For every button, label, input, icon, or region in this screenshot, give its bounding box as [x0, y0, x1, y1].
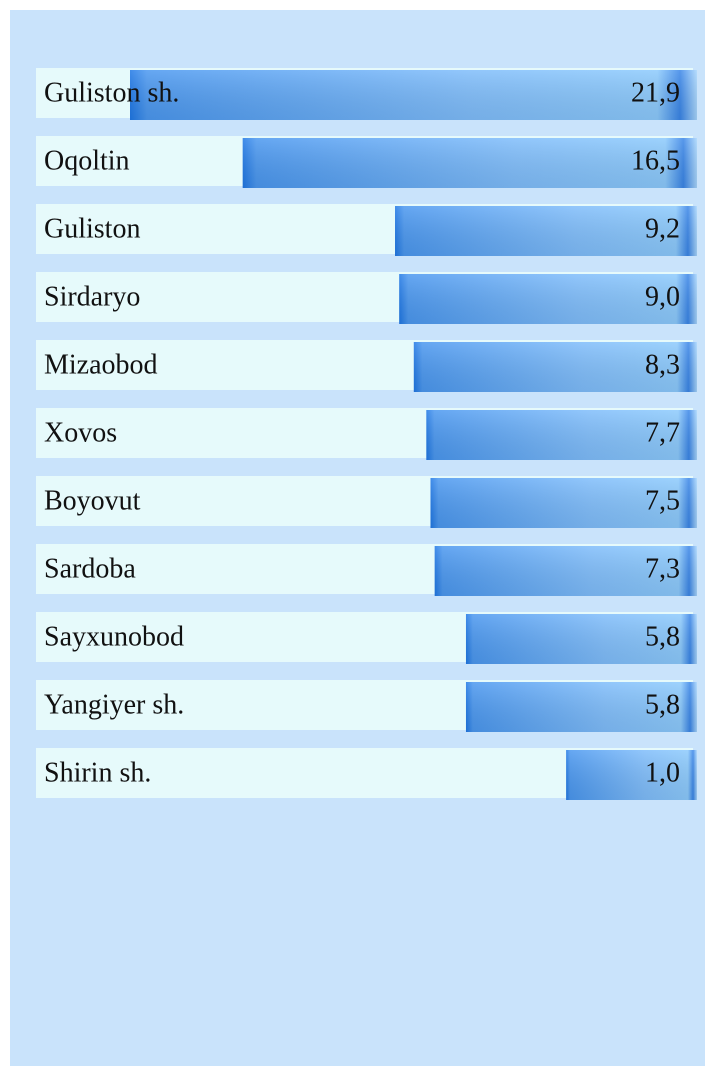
bar-shade: [399, 274, 697, 324]
category-label: Oqoltin: [44, 145, 130, 176]
category-label: Mizaobod: [44, 349, 158, 380]
value-label: 1,0: [645, 757, 680, 788]
category-label: Guliston sh.: [44, 77, 179, 108]
bar-shade: [465, 682, 697, 732]
category-label: Xovos: [44, 417, 117, 448]
bar-shade: [242, 138, 697, 188]
value-label: 7,5: [645, 485, 680, 516]
bar-shade: [130, 70, 697, 120]
bar-shade: [430, 478, 697, 528]
category-label: Boyovut: [44, 485, 141, 516]
bar-shade: [434, 546, 697, 596]
bar-shade: [395, 206, 697, 256]
value-label: 9,0: [645, 281, 680, 312]
value-label: 21,9: [631, 77, 680, 108]
value-label: 7,7: [645, 417, 680, 448]
value-label: 8,3: [645, 349, 680, 380]
value-label: 16,5: [631, 145, 680, 176]
category-label: Guliston: [44, 213, 140, 244]
value-label: 9,2: [645, 213, 680, 244]
bar-shade: [566, 750, 697, 800]
category-label: Shirin sh.: [44, 757, 151, 788]
category-label: Sirdaryo: [44, 281, 140, 312]
bar-shade: [465, 614, 697, 664]
category-label: Sardoba: [44, 553, 136, 584]
bar-shade: [413, 342, 697, 392]
bar-shade: [426, 410, 697, 460]
category-label: Yangiyer sh.: [44, 689, 184, 720]
value-label: 7,3: [645, 553, 680, 584]
value-label: 5,8: [645, 621, 680, 652]
category-label: Sayxunobod: [44, 621, 184, 652]
value-label: 5,8: [645, 689, 680, 720]
